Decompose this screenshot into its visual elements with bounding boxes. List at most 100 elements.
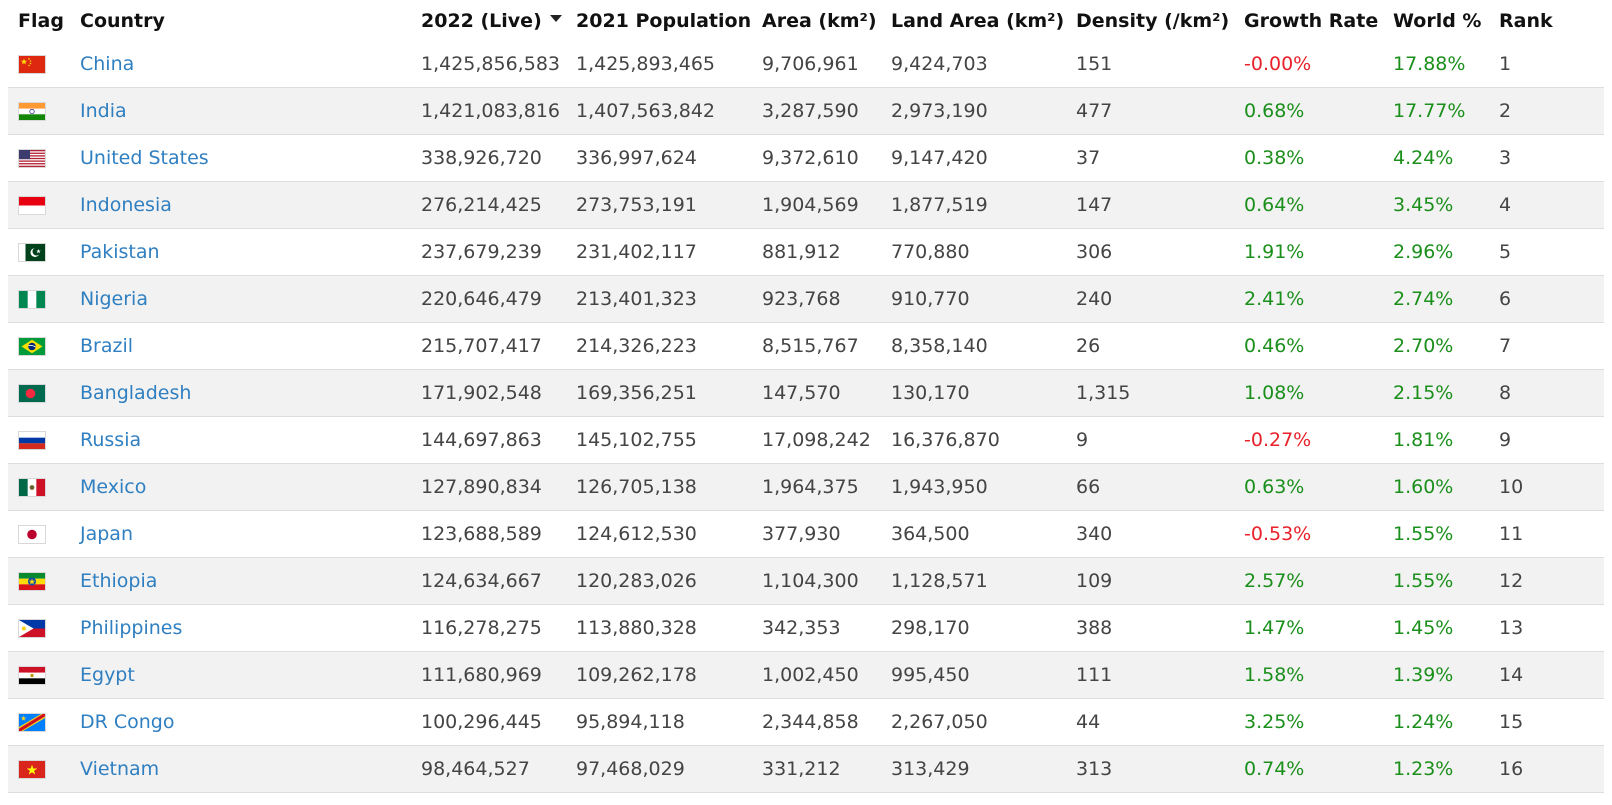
- country-link[interactable]: Philippines: [80, 617, 183, 639]
- country-cell: United States: [70, 134, 411, 182]
- flag-cell: [8, 275, 70, 323]
- nigeria-flag-icon: [18, 289, 46, 309]
- growth-rate-cell: 2.41%: [1234, 275, 1383, 323]
- land-area-cell: 16,376,870: [881, 416, 1066, 464]
- area-cell: 2,344,858: [752, 698, 881, 746]
- area-cell: 1,002,450: [752, 651, 881, 699]
- pop-2021-cell: 124,612,530: [566, 510, 752, 558]
- pop-2021-cell: 126,705,138: [566, 463, 752, 511]
- header-density[interactable]: Density (/km²): [1076, 9, 1230, 32]
- pop-2021-cell: 273,753,191: [566, 181, 752, 229]
- egypt-flag-icon: [18, 665, 46, 685]
- indonesia-flag-icon: [18, 195, 46, 215]
- country-link[interactable]: Egypt: [80, 664, 135, 686]
- density-cell: 340: [1066, 510, 1234, 558]
- pop-2021-cell: 336,997,624: [566, 134, 752, 182]
- pop-2021-cell: 214,326,223: [566, 322, 752, 370]
- land-area-cell: 130,170: [881, 369, 1066, 417]
- area-cell: 1,904,569: [752, 181, 881, 229]
- country-link[interactable]: Japan: [80, 523, 133, 545]
- rank-cell: 6: [1489, 275, 1604, 323]
- header-2022-live[interactable]: 2022 (Live): [411, 0, 566, 41]
- area-cell: 17,098,242: [752, 416, 881, 464]
- country-link[interactable]: China: [80, 53, 135, 75]
- density-cell: 111: [1066, 651, 1234, 699]
- rank-cell: 3: [1489, 134, 1604, 182]
- country-cell: Nigeria: [70, 275, 411, 323]
- flag-cell: [8, 228, 70, 276]
- density-cell: 313: [1066, 745, 1234, 793]
- pop-2021-cell: 97,468,029: [566, 745, 752, 793]
- area-cell: 8,515,767: [752, 322, 881, 370]
- rank-cell: 11: [1489, 510, 1604, 558]
- header-land-area[interactable]: Land Area (km²): [891, 9, 1065, 32]
- china-flag-icon: [18, 54, 46, 74]
- header-world-percent[interactable]: World %: [1393, 9, 1482, 32]
- country-cell: Mexico: [70, 463, 411, 511]
- table-row: Mexico 127,890,834 126,705,138 1,964,375 1,9…: [8, 463, 1604, 511]
- table-body: China 1,425,856,583 1,425,893,465 9,706,961…: [8, 41, 1604, 793]
- header-area[interactable]: Area (km²): [762, 9, 877, 32]
- area-cell: 1,964,375: [752, 463, 881, 511]
- land-area-cell: 313,429: [881, 745, 1066, 793]
- header-growth-rate[interactable]: Growth Rate: [1244, 9, 1379, 32]
- japan-flag-icon: [18, 524, 46, 544]
- country-cell: Bangladesh: [70, 369, 411, 417]
- country-link[interactable]: Russia: [80, 429, 142, 451]
- table-row: Vietnam 98,464,527 97,468,029 331,212 313,42…: [8, 745, 1604, 793]
- country-link[interactable]: Vietnam: [80, 758, 160, 780]
- flag-cell: [8, 651, 70, 699]
- rank-cell: 7: [1489, 322, 1604, 370]
- country-link[interactable]: Ethiopia: [80, 570, 158, 592]
- pop-2022-cell: 127,890,834: [411, 463, 566, 511]
- table-row: Russia 144,697,863 145,102,755 17,098,242 16…: [8, 416, 1604, 464]
- density-cell: 26: [1066, 322, 1234, 370]
- country-cell: India: [70, 87, 411, 135]
- country-link[interactable]: Pakistan: [80, 241, 160, 263]
- growth-rate-cell: 0.64%: [1234, 181, 1383, 229]
- growth-rate-cell: 0.63%: [1234, 463, 1383, 511]
- pop-2022-cell: 144,697,863: [411, 416, 566, 464]
- density-cell: 151: [1066, 41, 1234, 88]
- country-link[interactable]: Indonesia: [80, 194, 172, 216]
- world-percent-cell: 2.70%: [1383, 322, 1489, 370]
- pop-2022-cell: 220,646,479: [411, 275, 566, 323]
- pop-2022-cell: 116,278,275: [411, 604, 566, 652]
- land-area-cell: 1,943,950: [881, 463, 1066, 511]
- country-link[interactable]: Brazil: [80, 335, 134, 357]
- header-country[interactable]: Country: [80, 9, 165, 32]
- table-row: Indonesia 276,214,425 273,753,191 1,904,569…: [8, 181, 1604, 229]
- flag-cell: [8, 604, 70, 652]
- area-cell: 881,912: [752, 228, 881, 276]
- rank-cell: 9: [1489, 416, 1604, 464]
- country-link[interactable]: India: [80, 100, 127, 122]
- pop-2021-cell: 95,894,118: [566, 698, 752, 746]
- growth-rate-cell: 2.57%: [1234, 557, 1383, 605]
- country-link[interactable]: Nigeria: [80, 288, 148, 310]
- vietnam-flag-icon: [18, 759, 46, 779]
- table-row: Ethiopia 124,634,667 120,283,026 1,104,300 1…: [8, 557, 1604, 605]
- philippines-flag-icon: [18, 618, 46, 638]
- header-flag[interactable]: Flag: [18, 9, 64, 32]
- world-percent-cell: 1.24%: [1383, 698, 1489, 746]
- pop-2021-cell: 109,262,178: [566, 651, 752, 699]
- growth-rate-cell: -0.00%: [1234, 41, 1383, 88]
- country-link[interactable]: United States: [80, 147, 209, 169]
- header-rank[interactable]: Rank: [1499, 9, 1553, 32]
- population-table-container: Flag Country 2022 (Live) 2021 Population…: [8, 0, 1604, 793]
- growth-rate-cell: 0.74%: [1234, 745, 1383, 793]
- density-cell: 109: [1066, 557, 1234, 605]
- rank-cell: 16: [1489, 745, 1604, 793]
- country-link[interactable]: DR Congo: [80, 711, 175, 733]
- country-link[interactable]: Bangladesh: [80, 382, 192, 404]
- population-table: Flag Country 2022 (Live) 2021 Population…: [8, 0, 1604, 793]
- table-row: Nigeria 220,646,479 213,401,323 923,768 910,…: [8, 275, 1604, 323]
- density-cell: 44: [1066, 698, 1234, 746]
- rank-cell: 2: [1489, 87, 1604, 135]
- header-2021-population[interactable]: 2021 Population: [576, 9, 752, 32]
- country-link[interactable]: Mexico: [80, 476, 147, 498]
- country-cell: Egypt: [70, 651, 411, 699]
- rank-cell: 12: [1489, 557, 1604, 605]
- land-area-cell: 1,877,519: [881, 181, 1066, 229]
- rank-cell: 10: [1489, 463, 1604, 511]
